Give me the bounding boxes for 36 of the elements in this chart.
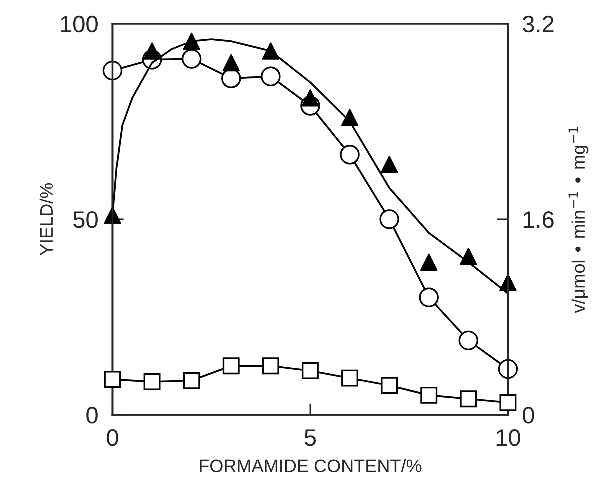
point [104, 371, 122, 388]
point [102, 60, 123, 81]
point [498, 359, 518, 380]
y-axis-title: YIELD/% [40, 183, 54, 256]
x-tick-label: 10 [496, 430, 520, 446]
point [144, 374, 161, 390]
point [420, 386, 438, 404]
point [183, 372, 200, 390]
point [381, 377, 398, 394]
point [458, 330, 479, 351]
y2-axis-title: v/μmol • min$^{−1}$ • mg$^{−1}$ [568, 127, 589, 314]
point [222, 54, 240, 72]
point [262, 358, 280, 375]
y-tick-label: 50 [74, 211, 98, 228]
point [420, 254, 438, 272]
point [500, 394, 517, 412]
point [222, 358, 240, 375]
y-tick-label: 0 [86, 407, 98, 424]
point [342, 370, 358, 387]
point [302, 90, 320, 107]
y2-tick-label: 1.6 [524, 211, 554, 228]
point [419, 288, 439, 308]
point [261, 66, 281, 87]
y2-tick-label: 3.2 [522, 16, 554, 33]
point [302, 362, 319, 380]
point [340, 145, 360, 165]
point [182, 49, 202, 69]
y2-tick-label: 0 [523, 407, 534, 424]
y-tick-label: 100 [61, 16, 98, 33]
x-tick-label: 5 [304, 430, 316, 446]
point [460, 390, 478, 408]
point [380, 210, 400, 230]
point [144, 42, 161, 60]
x-axis-title: FORMAMIDE CONTENT/% [200, 459, 422, 472]
x-tick-label: 0 [107, 430, 118, 446]
point [380, 156, 398, 174]
